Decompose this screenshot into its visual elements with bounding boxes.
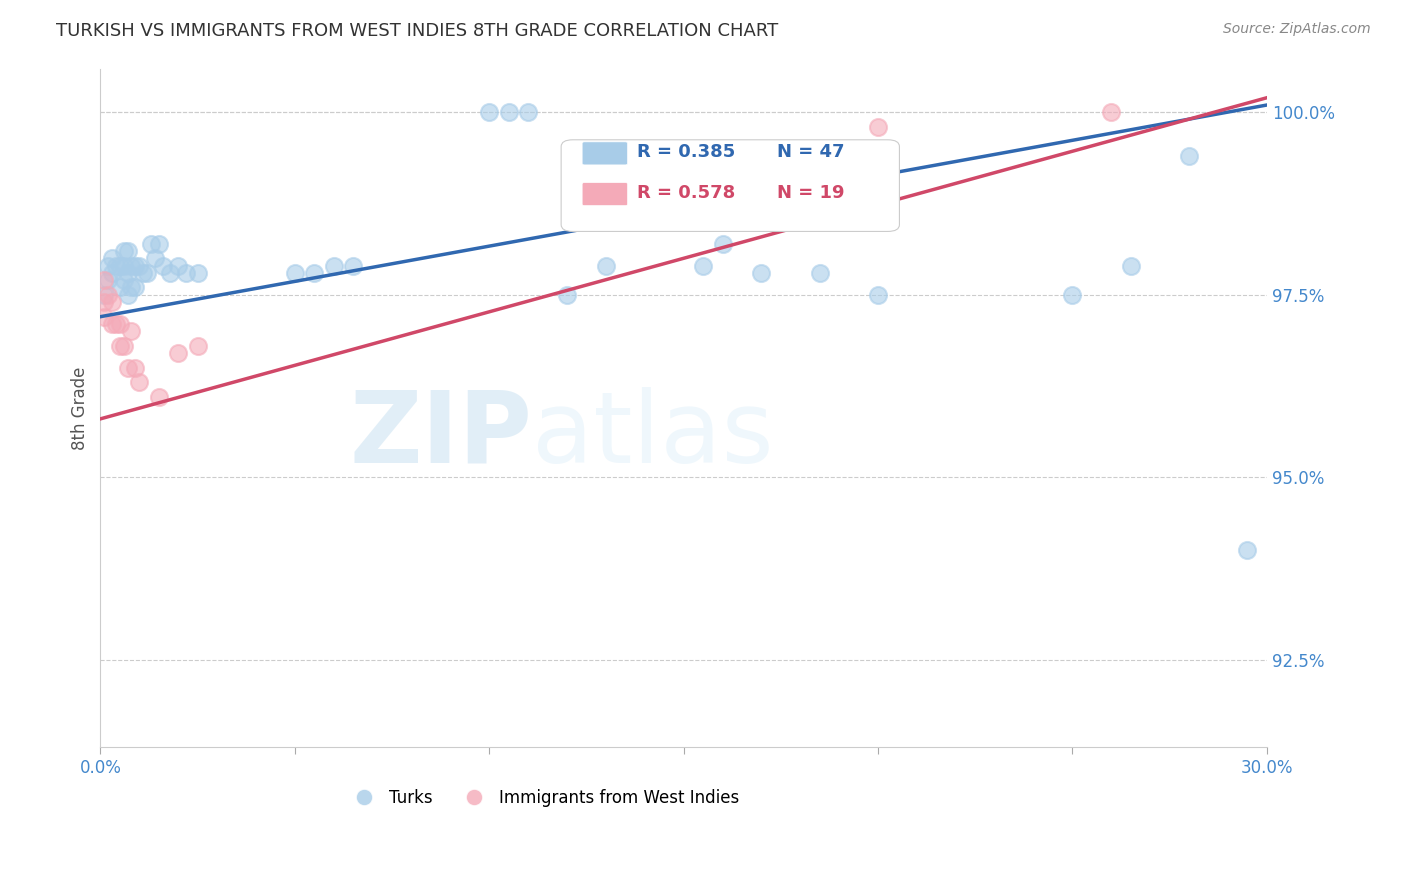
Point [302,266,325,280]
Point [120,324,142,338]
Point [139,236,162,251]
Point [112,259,135,273]
Point [478,105,501,120]
Point [124,259,146,273]
Point [128,259,150,273]
Point [117,244,139,258]
Point [124,360,146,375]
Text: TURKISH VS IMMIGRANTS FROM WEST INDIES 8TH GRADE CORRELATION CHART: TURKISH VS IMMIGRANTS FROM WEST INDIES 8… [56,22,779,40]
Legend: Turks, Immigrants from West Indies: Turks, Immigrants from West Indies [340,782,747,814]
Point [322,259,344,273]
Point [1119,259,1142,273]
Point [868,287,890,301]
Point [187,266,209,280]
Point [108,317,131,331]
Point [112,244,135,258]
FancyBboxPatch shape [561,140,900,231]
Point [143,252,166,266]
Point [120,259,142,273]
Point [93,273,115,287]
Point [498,105,520,120]
Point [711,236,734,251]
Text: R = 0.578: R = 0.578 [637,184,735,202]
Point [152,259,174,273]
Point [124,280,146,294]
Point [342,259,364,273]
Text: R = 0.385: R = 0.385 [637,143,735,161]
Point [93,287,115,301]
Point [117,287,139,301]
Point [167,259,190,273]
Point [112,339,135,353]
Point [101,252,124,266]
Point [1099,105,1122,120]
Point [174,266,197,280]
Point [97,287,120,301]
Point [104,259,127,273]
Text: Source: ZipAtlas.com: Source: ZipAtlas.com [1223,22,1371,37]
Point [751,266,773,280]
Point [120,280,142,294]
Text: N = 47: N = 47 [778,143,845,161]
FancyBboxPatch shape [582,183,627,206]
Point [1236,543,1258,558]
Point [128,376,150,390]
Point [108,280,131,294]
Point [1178,149,1201,163]
Point [595,259,617,273]
Point [132,266,155,280]
Point [136,266,159,280]
Point [117,360,139,375]
Point [93,310,115,324]
Point [148,236,170,251]
Point [1062,287,1084,301]
Y-axis label: 8th Grade: 8th Grade [72,367,89,450]
Point [555,287,578,301]
Point [159,266,181,280]
Text: N = 19: N = 19 [778,184,845,202]
Point [112,273,135,287]
Point [692,259,714,273]
Text: ZIP: ZIP [349,386,531,483]
Point [108,259,131,273]
Point [148,390,170,404]
FancyBboxPatch shape [582,142,627,165]
Point [117,266,139,280]
Point [284,266,307,280]
Point [101,266,124,280]
Point [97,273,120,287]
Point [93,295,115,310]
Point [868,120,890,134]
Point [104,317,127,331]
Text: atlas: atlas [531,386,773,483]
Point [808,266,831,280]
Point [97,259,120,273]
Point [187,339,209,353]
Point [167,346,190,360]
Point [101,317,124,331]
Point [101,295,124,310]
Point [517,105,540,120]
Point [108,339,131,353]
